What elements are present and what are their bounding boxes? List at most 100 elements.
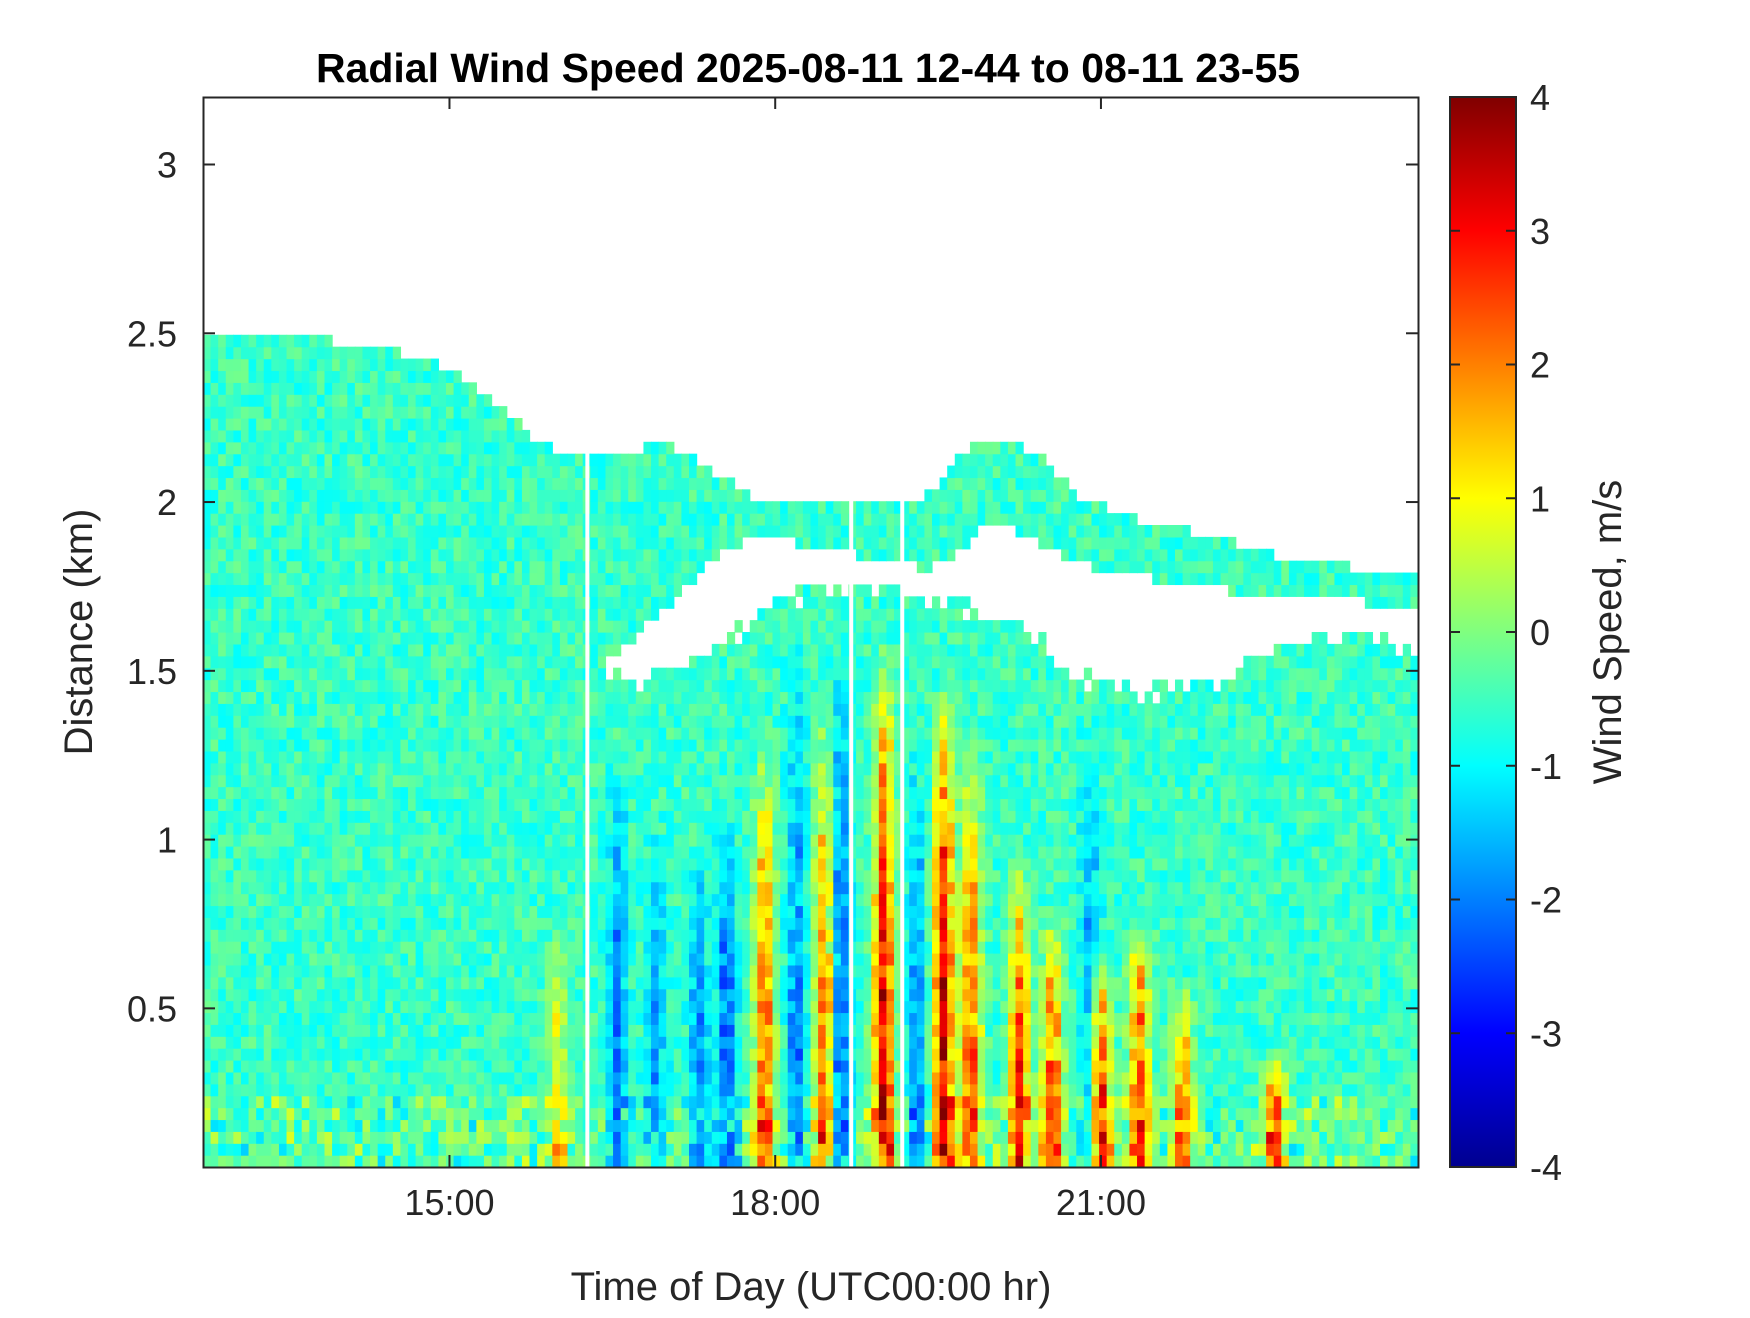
heatmap-cell: [400, 429, 409, 443]
heatmap-cell: [446, 774, 455, 788]
heatmap-cell: [233, 334, 242, 348]
heatmap-cell: [787, 953, 796, 966]
heatmap-cell: [446, 905, 455, 918]
heatmap-cell: [438, 1060, 447, 1073]
heatmap-cell: [453, 857, 462, 871]
heatmap-cell: [704, 679, 713, 693]
heatmap-cell: [635, 1107, 645, 1121]
heatmap-cell: [711, 679, 720, 693]
heatmap-cell: [301, 465, 310, 479]
heatmap-cell: [552, 881, 561, 895]
heatmap-cell: [787, 893, 796, 907]
heatmap-cell: [544, 905, 553, 918]
heatmap-cell: [468, 1060, 477, 1073]
heatmap-cell: [256, 453, 265, 467]
heatmap-cell: [423, 715, 432, 728]
heatmap-cell: [544, 941, 553, 954]
heatmap-cell: [225, 1143, 234, 1156]
heatmap-cell: [324, 1131, 333, 1144]
heatmap-cell: [294, 774, 303, 788]
heatmap-cell: [749, 750, 758, 764]
heatmap-cell: [643, 822, 652, 835]
heatmap-cell: [780, 929, 789, 942]
heatmap-cell: [597, 941, 607, 954]
heatmap-cell: [628, 976, 637, 990]
heatmap-cell: [537, 655, 546, 669]
heatmap-cell: [225, 655, 234, 669]
heatmap-cell: [559, 834, 569, 847]
heatmap-cell: [233, 513, 242, 526]
heatmap-cell: [233, 988, 242, 1002]
heatmap-cell: [415, 727, 424, 740]
heatmap-cell: [628, 560, 637, 574]
heatmap-cell: [332, 1095, 341, 1109]
heatmap-cell: [461, 750, 470, 764]
heatmap-cell: [476, 1107, 485, 1121]
heatmap-cell: [256, 786, 265, 800]
heatmap-cell: [590, 917, 599, 930]
heatmap-cell: [278, 477, 288, 490]
heatmap-cell: [332, 1083, 341, 1097]
heatmap-cell: [476, 679, 485, 693]
heatmap-cell: [240, 596, 250, 609]
heatmap-cell: [529, 1083, 538, 1097]
heatmap-cell: [559, 655, 569, 669]
heatmap-cell: [263, 406, 272, 419]
heatmap-cell: [256, 1000, 265, 1014]
heatmap-cell: [742, 953, 751, 966]
heatmap-cell: [468, 929, 477, 942]
heatmap-cell: [370, 643, 379, 657]
heatmap-cell: [810, 917, 819, 930]
heatmap-cell: [446, 786, 455, 800]
heatmap-cell: [537, 929, 546, 942]
heatmap-cell: [620, 465, 629, 479]
heatmap-cell: [278, 465, 288, 479]
heatmap-cell: [506, 632, 515, 645]
heatmap-cell: [537, 608, 546, 621]
heatmap-cell: [689, 857, 698, 871]
heatmap-cell: [575, 964, 584, 978]
heatmap-cell: [430, 750, 439, 764]
heatmap-cell: [446, 941, 455, 954]
heatmap-cell: [666, 560, 675, 574]
heatmap-cell: [233, 560, 242, 574]
heatmap-cell: [415, 1083, 424, 1097]
heatmap-cell: [354, 1012, 364, 1025]
heatmap-cell: [567, 881, 576, 895]
heatmap-cell: [347, 715, 356, 728]
heatmap-cell: [605, 1107, 614, 1121]
heatmap-cell: [294, 1095, 303, 1109]
heatmap-cell: [256, 1155, 265, 1168]
heatmap-cell: [218, 798, 227, 811]
heatmap-cell: [590, 739, 599, 752]
heatmap-cell: [628, 513, 637, 526]
heatmap-cell: [780, 846, 789, 859]
heatmap-cell: [552, 1143, 561, 1156]
heatmap-cell: [537, 584, 546, 597]
heatmap-cell: [263, 750, 272, 764]
heatmap-cell: [635, 834, 645, 847]
heatmap-cell: [430, 1071, 439, 1085]
heatmap-cell: [651, 727, 660, 740]
heatmap-cell: [514, 536, 523, 550]
heatmap-cell: [802, 1095, 812, 1109]
heatmap-cell: [332, 1119, 341, 1132]
heatmap-cell: [651, 501, 660, 514]
heatmap-cell: [385, 536, 394, 550]
heatmap-cell: [559, 632, 569, 645]
heatmap-cell: [749, 525, 758, 538]
heatmap-cell: [263, 905, 272, 918]
heatmap-cell: [689, 715, 698, 728]
heatmap-cell: [468, 643, 477, 657]
heatmap-cell: [385, 703, 394, 716]
heatmap-cell: [506, 1048, 515, 1061]
heatmap-cell: [400, 988, 409, 1002]
heatmap-cell: [590, 584, 599, 597]
heatmap-cell: [453, 1119, 462, 1132]
heatmap-cell: [294, 941, 303, 954]
heatmap-cell: [210, 917, 219, 930]
heatmap-cell: [567, 465, 576, 479]
heatmap-cell: [567, 489, 576, 502]
heatmap-cell: [749, 1107, 758, 1121]
heatmap-cell: [476, 976, 485, 990]
